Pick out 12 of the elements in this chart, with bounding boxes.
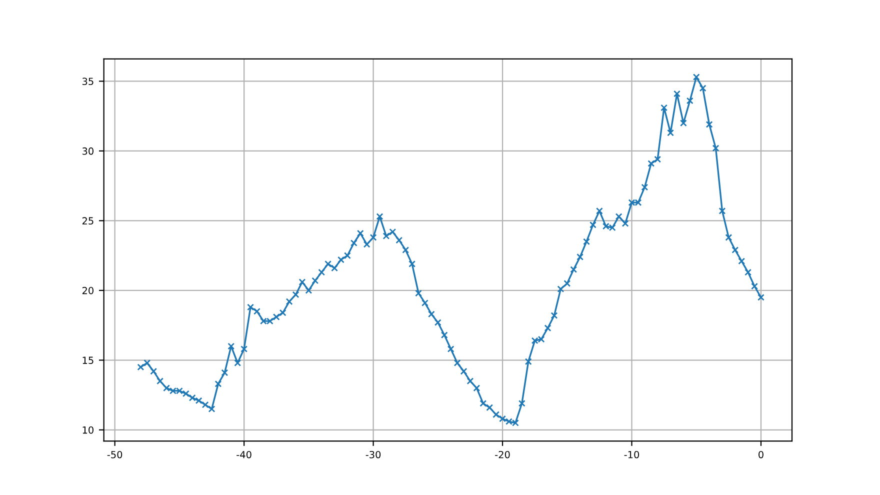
x-tick-label: -30 (366, 450, 381, 458)
x-tick-label: 0 (758, 450, 764, 458)
x-tick-label: -50 (107, 450, 122, 458)
y-tick-label: 15 (82, 356, 94, 364)
y-tick-label: 20 (82, 286, 94, 294)
y-tick-label: 25 (82, 217, 94, 225)
y-tick-label: 10 (82, 426, 94, 434)
x-tick-label: -10 (624, 450, 640, 458)
y-tick-label: 35 (82, 78, 94, 86)
y-tick-label: 30 (82, 147, 94, 155)
x-tick-label: -20 (495, 450, 510, 458)
x-tick-label: -40 (236, 450, 252, 458)
